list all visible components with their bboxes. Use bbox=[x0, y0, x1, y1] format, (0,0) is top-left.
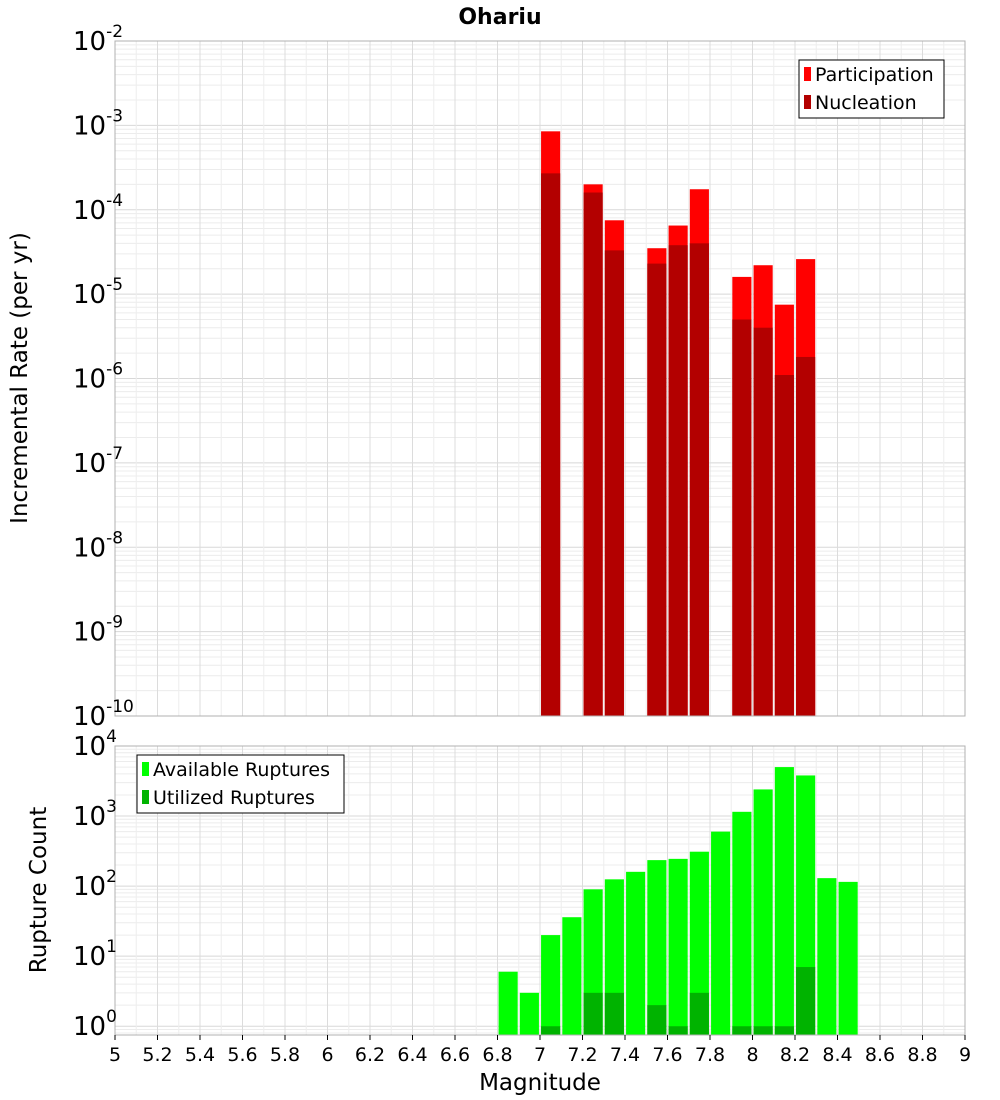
bottom-bar-0-15 bbox=[817, 878, 837, 1035]
bottom-legend: Available Ruptures Utilized Ruptures bbox=[136, 754, 345, 814]
bottom-bar-0-11 bbox=[732, 811, 752, 1035]
bottom-y-axis-label: Rupture Count bbox=[26, 807, 52, 973]
x-tick-label: 5 bbox=[109, 1044, 121, 1066]
top-y-tick-label: 10-8 bbox=[73, 528, 123, 563]
top-legend-swatch-1 bbox=[804, 95, 811, 109]
x-tick-label: 5.4 bbox=[185, 1044, 215, 1066]
x-tick-label: 9 bbox=[959, 1044, 971, 1066]
x-tick-label: 7.8 bbox=[695, 1044, 725, 1066]
top-bar-1-1 bbox=[583, 192, 603, 717]
bottom-bar-0-12 bbox=[753, 789, 773, 1035]
x-tick-label: 7.6 bbox=[652, 1044, 682, 1066]
top-y-tick-label: 10-5 bbox=[73, 275, 123, 310]
bottom-bar-0-7 bbox=[647, 860, 667, 1035]
bottom-y-tick-label: 103 bbox=[73, 797, 117, 832]
bottom-bar-0-6 bbox=[626, 871, 646, 1035]
bottom-bar-0-13 bbox=[774, 767, 794, 1035]
x-tick-label: 6.8 bbox=[482, 1044, 512, 1066]
x-tick-label: 8.6 bbox=[865, 1044, 895, 1066]
top-y-tick-label: 10-3 bbox=[73, 106, 123, 141]
x-tick-label: 6.4 bbox=[397, 1044, 427, 1066]
x-tick-label: 7 bbox=[534, 1044, 546, 1066]
x-tick-label: 6.2 bbox=[355, 1044, 385, 1066]
x-tick-label: 7.4 bbox=[610, 1044, 640, 1066]
bottom-legend-swatch-0 bbox=[142, 762, 149, 776]
bottom-bar-0-9 bbox=[689, 851, 709, 1035]
top-y-tick-label: 10-2 bbox=[73, 22, 123, 57]
top-legend-label-0: Participation bbox=[815, 64, 934, 86]
bottom-chart-panel: 100 101 102 103 104 Available Ruptures Utilize… bbox=[73, 727, 966, 1042]
top-grid bbox=[114, 40, 966, 717]
bottom-bar-1-2 bbox=[541, 1026, 561, 1035]
bottom-bar-1-5 bbox=[604, 992, 624, 1035]
chart-title: Ohariu bbox=[458, 5, 541, 30]
bottom-bar-0-3 bbox=[562, 917, 582, 1035]
top-y-tick-label: 10-7 bbox=[73, 444, 123, 479]
top-legend-swatch-0 bbox=[804, 67, 811, 81]
top-bar-1-0 bbox=[541, 173, 561, 716]
top-bar-1-2 bbox=[604, 250, 624, 717]
x-tick-label: 8.2 bbox=[780, 1044, 810, 1066]
top-bar-1-7 bbox=[753, 327, 773, 716]
top-chart-panel: 10-10 10-9 10-8 10-7 10-6 10-5 10-4 10-3 10-2 Par… bbox=[73, 22, 966, 732]
top-legend: Participation Nucleation bbox=[798, 59, 945, 119]
bottom-legend-label-1: Utilized Ruptures bbox=[153, 787, 315, 809]
bottom-bar-1-12 bbox=[753, 1026, 773, 1035]
bottom-y-tick-label: 101 bbox=[73, 937, 117, 972]
top-y-axis-label: Incremental Rate (per yr) bbox=[7, 232, 33, 524]
bottom-bar-0-16 bbox=[838, 881, 858, 1035]
top-legend-box bbox=[798, 59, 945, 119]
bottom-y-tick-label: 100 bbox=[73, 1007, 117, 1042]
top-series-1 bbox=[541, 173, 816, 717]
x-tick-label: 5.8 bbox=[270, 1044, 300, 1066]
bottom-bar-1-9 bbox=[689, 992, 709, 1035]
top-y-tick-label: 10-10 bbox=[73, 697, 134, 732]
x-tick-label: 6.6 bbox=[440, 1044, 470, 1066]
x-tick-label: 8.8 bbox=[907, 1044, 937, 1066]
x-tick-label: 6 bbox=[321, 1044, 333, 1066]
top-bar-1-5 bbox=[689, 243, 709, 717]
top-bar-1-3 bbox=[647, 263, 667, 716]
bottom-legend-label-0: Available Ruptures bbox=[153, 759, 330, 781]
bottom-bar-0-0 bbox=[498, 971, 518, 1035]
bottom-bar-1-13 bbox=[774, 1026, 794, 1035]
top-bar-1-8 bbox=[774, 375, 794, 716]
top-frame bbox=[114, 40, 966, 717]
top-bar-1-9 bbox=[796, 356, 816, 716]
bottom-bar-1-4 bbox=[583, 992, 603, 1035]
bottom-bar-1-7 bbox=[647, 1005, 667, 1035]
bottom-y-tick-label: 102 bbox=[73, 867, 117, 902]
bottom-bar-0-1 bbox=[519, 992, 539, 1035]
top-y-tick-label: 10-9 bbox=[73, 613, 123, 648]
x-axis-ticks: 5 5.2 5.4 5.6 5.8 6 6.2 6.4 6.6 6.8 7 7.2 7.4 7.6 7.8 8… bbox=[109, 1035, 971, 1066]
bottom-bar-0-10 bbox=[711, 831, 731, 1035]
x-tick-label: 8.4 bbox=[822, 1044, 852, 1066]
x-axis-label: Magnitude bbox=[479, 1070, 601, 1096]
bottom-y-tick-label: 104 bbox=[73, 727, 117, 762]
bottom-legend-swatch-1 bbox=[142, 790, 149, 804]
bottom-bar-1-11 bbox=[732, 1026, 752, 1035]
bottom-bar-0-8 bbox=[668, 858, 688, 1035]
top-bar-1-4 bbox=[668, 245, 688, 717]
bottom-bar-1-8 bbox=[668, 1026, 688, 1035]
x-tick-label: 5.6 bbox=[227, 1044, 257, 1066]
top-y-tick-label: 10-6 bbox=[73, 360, 123, 395]
top-legend-label-1: Nucleation bbox=[815, 92, 917, 114]
x-tick-label: 7.2 bbox=[567, 1044, 597, 1066]
bottom-series-1 bbox=[541, 967, 816, 1035]
bottom-bar-1-14 bbox=[796, 967, 816, 1035]
bottom-y-tick-labels: 100 101 102 103 104 bbox=[73, 727, 117, 1042]
top-y-tick-labels: 10-10 10-9 10-8 10-7 10-6 10-5 10-4 10-3 10-2 bbox=[73, 22, 134, 732]
top-y-tick-label: 10-4 bbox=[73, 191, 123, 226]
top-bar-1-6 bbox=[732, 319, 752, 716]
bottom-legend-box bbox=[136, 754, 345, 814]
x-tick-label: 8 bbox=[746, 1044, 758, 1066]
bottom-bar-0-2 bbox=[541, 935, 561, 1035]
x-tick-label: 5.2 bbox=[142, 1044, 172, 1066]
